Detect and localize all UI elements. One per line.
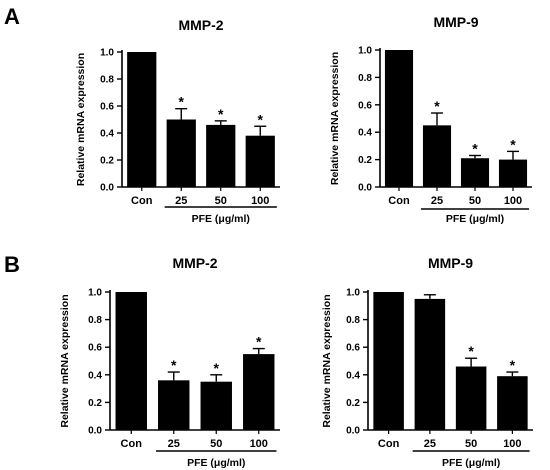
x-tick-label: 100 xyxy=(504,195,522,207)
x-tick-label: Con xyxy=(388,195,410,207)
y-tick-label: 1.0 xyxy=(346,288,360,299)
y-tick-label: 0.2 xyxy=(346,398,360,409)
y-tick-label: 0.0 xyxy=(358,183,372,194)
y-tick-label: 1.0 xyxy=(358,46,372,57)
significance-marker: * xyxy=(171,357,177,373)
bar xyxy=(384,50,414,187)
chart-title: MMP-2 xyxy=(172,255,217,271)
x-tick-label: 100 xyxy=(251,195,269,207)
y-tick-label: 1.0 xyxy=(100,48,114,59)
y-tick-label: 0.8 xyxy=(346,315,360,326)
x-tick-label: 25 xyxy=(175,195,187,207)
y-tick-label: 0.6 xyxy=(358,100,372,111)
panel-letter-a: A xyxy=(4,4,20,29)
bar xyxy=(166,119,196,187)
significance-marker: * xyxy=(510,136,516,152)
x-tick-label: 25 xyxy=(168,438,180,450)
x-tick-label: 100 xyxy=(250,438,268,450)
chart-b-mmp9: MMP-9 Relative mRNA expression 0.0 0.2 0.4 0.… xyxy=(321,255,533,469)
bar xyxy=(460,158,490,187)
y-tick-label: 0.0 xyxy=(88,426,102,437)
x-tick-label: 50 xyxy=(469,195,481,207)
y-axis-label: Relative mRNA expression xyxy=(59,294,71,427)
bar xyxy=(115,292,147,430)
y-tick-label: 0.8 xyxy=(100,75,114,86)
significance-marker: * xyxy=(179,94,185,110)
significance-marker: * xyxy=(434,98,440,114)
y-tick-label: 0.0 xyxy=(100,183,114,194)
bar xyxy=(498,159,528,187)
significance-marker: * xyxy=(468,343,474,359)
bar xyxy=(206,124,236,187)
bar xyxy=(455,366,487,430)
bar xyxy=(245,135,275,187)
y-tick-label: 0.4 xyxy=(100,129,114,140)
y-tick-label: 0.2 xyxy=(88,398,102,409)
y-tick-label: 0.2 xyxy=(100,156,114,167)
significance-marker: * xyxy=(258,111,264,127)
group-label: PFE (μg/ml) xyxy=(187,457,245,469)
significance-marker: * xyxy=(214,360,220,376)
x-tick-label: 25 xyxy=(431,195,443,207)
y-tick-label: 0.4 xyxy=(346,370,360,381)
group-label: PFE (μg/ml) xyxy=(446,213,504,225)
x-tick-label: 25 xyxy=(424,438,436,450)
y-tick-label: 0.8 xyxy=(88,315,102,326)
bar xyxy=(373,292,404,430)
significance-marker: * xyxy=(510,357,516,373)
y-axis-label: Relative mRNA expression xyxy=(329,52,341,185)
y-tick-label: 0.6 xyxy=(346,343,360,354)
chart-b-mmp2: MMP-2 Relative mRNA expression 0.0 0.2 0.4 0.… xyxy=(59,255,280,469)
bar xyxy=(497,376,528,430)
significance-marker: * xyxy=(256,334,262,350)
bar xyxy=(127,52,157,187)
y-tick-label: 0.4 xyxy=(88,370,102,381)
bar xyxy=(243,354,275,430)
significance-marker: * xyxy=(218,106,224,122)
y-tick-label: 0.0 xyxy=(346,426,360,437)
panel-letter-b: B xyxy=(4,252,20,277)
chart-title: MMP-2 xyxy=(178,17,223,33)
group-label: PFE (μg/ml) xyxy=(442,457,500,469)
y-axis-label: Relative mRNA expression xyxy=(75,53,87,186)
x-tick-label: Con xyxy=(121,438,143,450)
y-axis-label: Relative mRNA expression xyxy=(321,294,333,427)
significance-marker: * xyxy=(472,140,478,156)
bar xyxy=(200,381,232,430)
x-tick-label: 50 xyxy=(210,438,222,450)
y-tick-label: 0.6 xyxy=(100,102,114,113)
chart-a-mmp2: MMP-2 Relative mRNA expression 0.0 0.2 0.4 0.… xyxy=(75,17,280,225)
x-tick-label: 50 xyxy=(465,438,477,450)
chart-title: MMP-9 xyxy=(428,255,473,271)
y-tick-label: 0.4 xyxy=(358,128,372,139)
x-tick-label: Con xyxy=(131,195,153,207)
group-label: PFE (μg/ml) xyxy=(192,213,250,225)
bar xyxy=(422,125,452,187)
chart-title: MMP-9 xyxy=(433,14,478,30)
bar xyxy=(414,298,446,430)
y-tick-label: 0.6 xyxy=(88,343,102,354)
x-tick-label: 50 xyxy=(215,195,227,207)
y-tick-label: 1.0 xyxy=(88,288,102,299)
x-tick-label: Con xyxy=(378,438,400,450)
y-tick-label: 0.2 xyxy=(358,155,372,166)
bar xyxy=(158,380,190,430)
x-tick-label: 100 xyxy=(503,438,521,450)
y-tick-label: 0.8 xyxy=(358,73,372,84)
chart-a-mmp9: MMP-9 Relative mRNA expression 0.0 0.2 0.4 0.… xyxy=(329,14,532,225)
